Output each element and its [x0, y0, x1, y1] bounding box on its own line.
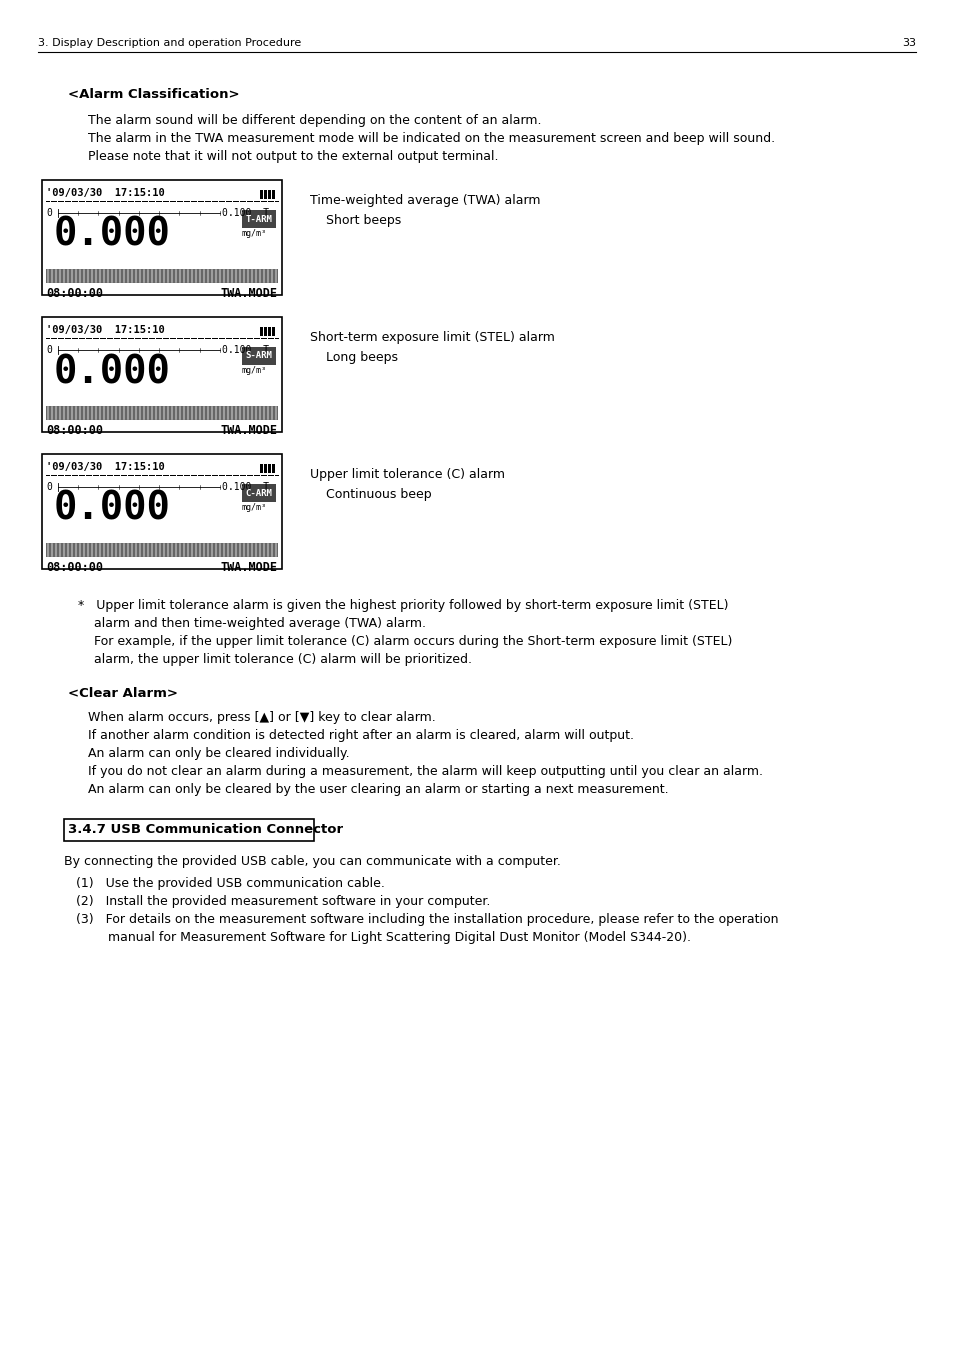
Bar — [64, 819, 314, 842]
Bar — [272, 190, 274, 199]
Text: 08:00:00: 08:00:00 — [46, 286, 103, 300]
Bar — [42, 180, 282, 295]
Bar — [268, 190, 271, 199]
Text: 08:00:00: 08:00:00 — [46, 561, 103, 574]
Text: 08:00:00: 08:00:00 — [46, 424, 103, 436]
Bar — [264, 327, 267, 336]
Bar — [264, 190, 267, 199]
Text: (1)   Use the provided USB communication cable.: (1) Use the provided USB communication c… — [76, 877, 384, 890]
Text: 0: 0 — [46, 482, 51, 492]
Bar — [242, 484, 275, 503]
Bar — [268, 463, 271, 473]
Text: manual for Measurement Software for Light Scattering Digital Dust Monitor (Model: manual for Measurement Software for Ligh… — [76, 931, 690, 944]
Text: alarm, the upper limit tolerance (C) alarm will be prioritized.: alarm, the upper limit tolerance (C) ala… — [78, 653, 472, 666]
Text: <Clear Alarm>: <Clear Alarm> — [68, 688, 178, 700]
Bar — [46, 543, 277, 557]
Text: T-ARM: T-ARM — [245, 215, 273, 223]
Text: TWA.MODE: TWA.MODE — [221, 424, 277, 436]
Text: <Alarm Classification>: <Alarm Classification> — [68, 88, 239, 101]
Text: S-ARM: S-ARM — [245, 351, 273, 361]
Text: 0.000: 0.000 — [54, 490, 171, 528]
Text: 33: 33 — [901, 38, 915, 49]
Text: By connecting the provided USB cable, you can communicate with a computer.: By connecting the provided USB cable, yo… — [64, 855, 560, 867]
Text: The alarm in the TWA measurement mode will be indicated on the measurement scree: The alarm in the TWA measurement mode wi… — [88, 132, 774, 145]
Text: 0: 0 — [46, 208, 51, 218]
Text: If another alarm condition is detected right after an alarm is cleared, alarm wi: If another alarm condition is detected r… — [88, 730, 634, 742]
Bar — [242, 209, 275, 228]
Text: 3.4.7 USB Communication Connector: 3.4.7 USB Communication Connector — [68, 823, 343, 836]
Text: When alarm occurs, press [▲] or [▼] key to clear alarm.: When alarm occurs, press [▲] or [▼] key … — [88, 711, 436, 724]
Bar — [46, 269, 277, 282]
Text: An alarm can only be cleared individually.: An alarm can only be cleared individuall… — [88, 747, 349, 761]
Bar — [46, 407, 277, 420]
Text: An alarm can only be cleared by the user clearing an alarm or starting a next me: An alarm can only be cleared by the user… — [88, 784, 668, 796]
Text: Continuous beep: Continuous beep — [326, 488, 431, 501]
Bar — [272, 327, 274, 336]
Bar — [242, 347, 275, 365]
Text: Time-weighted average (TWA) alarm: Time-weighted average (TWA) alarm — [310, 195, 540, 207]
Text: 0.000: 0.000 — [54, 216, 171, 254]
Text: Short beeps: Short beeps — [326, 213, 401, 227]
Text: mg/m³: mg/m³ — [242, 503, 267, 512]
Text: alarm and then time-weighted average (TWA) alarm.: alarm and then time-weighted average (TW… — [78, 617, 426, 630]
Text: C-ARM: C-ARM — [245, 489, 273, 497]
Bar — [260, 327, 263, 336]
Text: 3. Display Description and operation Procedure: 3. Display Description and operation Pro… — [38, 38, 301, 49]
Text: If you do not clear an alarm during a measurement, the alarm will keep outputtin: If you do not clear an alarm during a me… — [88, 765, 762, 778]
Text: Please note that it will not output to the external output terminal.: Please note that it will not output to t… — [88, 150, 498, 163]
Bar — [42, 454, 282, 569]
Text: For example, if the upper limit tolerance (C) alarm occurs during the Short-term: For example, if the upper limit toleranc… — [78, 635, 732, 648]
Text: (3)   For details on the measurement software including the installation procedu: (3) For details on the measurement softw… — [76, 913, 778, 925]
Text: TWA.MODE: TWA.MODE — [221, 561, 277, 574]
Text: (2)   Install the provided measurement software in your computer.: (2) Install the provided measurement sof… — [76, 894, 490, 908]
Bar — [260, 190, 263, 199]
Text: '09/03/30  17:15:10: '09/03/30 17:15:10 — [46, 326, 165, 335]
Text: mg/m³: mg/m³ — [242, 230, 267, 238]
Bar — [272, 463, 274, 473]
Text: '09/03/30  17:15:10: '09/03/30 17:15:10 — [46, 462, 165, 471]
Bar — [42, 317, 282, 432]
Text: TWA.MODE: TWA.MODE — [221, 286, 277, 300]
Text: Short-term exposure limit (STEL) alarm: Short-term exposure limit (STEL) alarm — [310, 331, 555, 345]
Text: Long beeps: Long beeps — [326, 351, 397, 363]
Bar — [264, 463, 267, 473]
Bar — [260, 463, 263, 473]
Text: 0.100  T: 0.100 T — [222, 208, 269, 218]
Text: The alarm sound will be different depending on the content of an alarm.: The alarm sound will be different depend… — [88, 113, 541, 127]
Text: '09/03/30  17:15:10: '09/03/30 17:15:10 — [46, 188, 165, 199]
Text: 0.100  T: 0.100 T — [222, 482, 269, 492]
Text: 0.000: 0.000 — [54, 353, 171, 390]
Text: Upper limit tolerance (C) alarm: Upper limit tolerance (C) alarm — [310, 467, 504, 481]
Bar — [268, 327, 271, 336]
Text: mg/m³: mg/m³ — [242, 366, 267, 376]
Text: 0.100  T: 0.100 T — [222, 345, 269, 355]
Text: *   Upper limit tolerance alarm is given the highest priority followed by short-: * Upper limit tolerance alarm is given t… — [78, 598, 728, 612]
Text: 0: 0 — [46, 345, 51, 355]
